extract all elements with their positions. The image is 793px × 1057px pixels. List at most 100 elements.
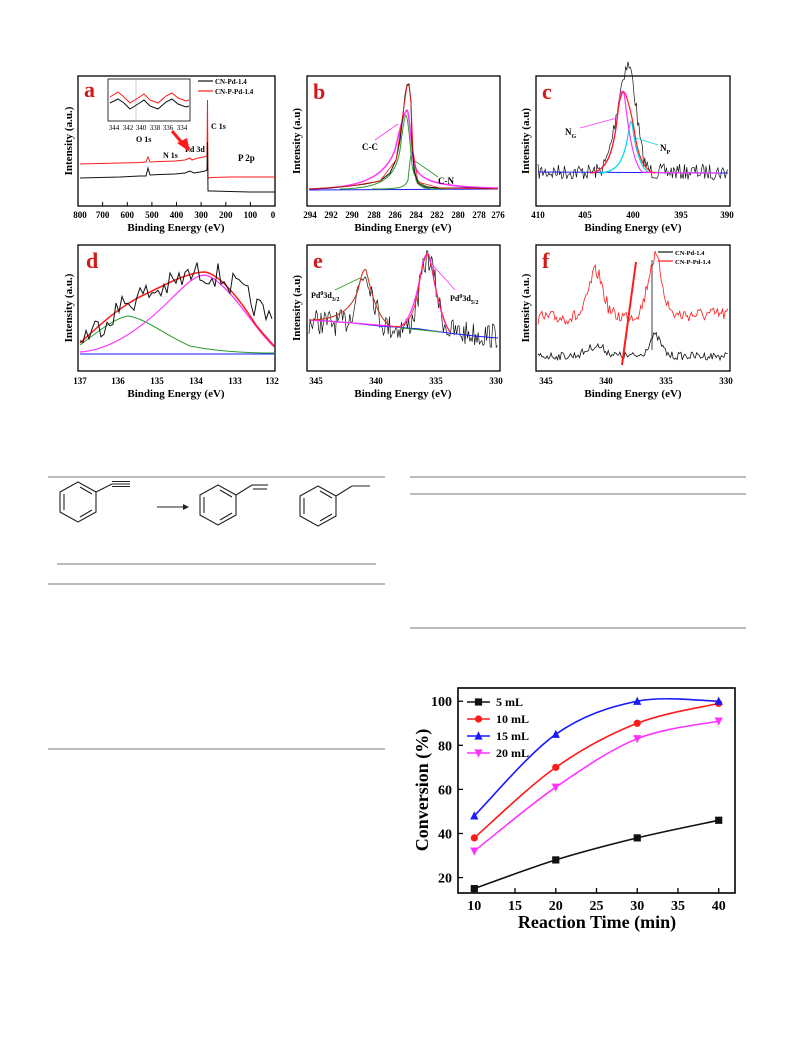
tick-label: 200 xyxy=(219,210,233,220)
series-line xyxy=(474,819,719,890)
reaction-table xyxy=(48,476,385,750)
measured-spectrum-b xyxy=(308,83,499,190)
x-tick-label: 15 xyxy=(508,899,522,914)
series-line xyxy=(473,720,719,852)
tick-label: 390 xyxy=(720,210,734,220)
envelope-red xyxy=(589,91,656,174)
annotation-cc: C-C xyxy=(362,142,378,152)
annotation-cn: C-N xyxy=(438,176,454,186)
tick-label: 410 xyxy=(531,210,545,220)
tick-label: 335 xyxy=(429,376,443,386)
annotation-pd3d52: Pd03d5/2 xyxy=(450,294,478,306)
y-axis-label: Intensity (a.u) xyxy=(520,108,532,174)
xps-panel-b: 294 292 290 288 286 284 282 280 278 276 … xyxy=(291,75,505,234)
x-tick-label: 20 xyxy=(549,899,563,914)
panel-b-frame xyxy=(306,75,501,207)
tick-label: 132 xyxy=(265,376,279,386)
x-axis-label: Reaction Time (min) xyxy=(518,912,676,933)
panel-e-frame xyxy=(306,244,501,372)
fit-red-b xyxy=(308,84,499,190)
panel-a-label: a xyxy=(84,77,95,102)
y-tick-label: 60 xyxy=(438,783,452,798)
data-point xyxy=(474,731,483,740)
data-point xyxy=(552,763,560,771)
tick-label: 290 xyxy=(345,210,359,220)
measured-spectrum-c xyxy=(537,61,728,181)
x-tick-label: 35 xyxy=(671,899,685,914)
legend-label: CN-P-Pd-1.4 xyxy=(215,88,254,96)
tick-label: 330 xyxy=(719,376,733,386)
data-point xyxy=(633,834,641,842)
inset-tick-label: 340 xyxy=(136,124,147,132)
leader-ng xyxy=(579,117,618,129)
envelope-red-e xyxy=(308,253,451,333)
xps-panel-e: 345 340 335 330 Binding Energy (eV) Inte… xyxy=(291,244,503,400)
inset-tick-label: 338 xyxy=(150,124,161,132)
annotation-pd3d: Pd 3d xyxy=(185,145,205,154)
peak-green-d xyxy=(79,315,275,354)
tick-label: 137 xyxy=(73,376,87,386)
tick-label: 300 xyxy=(194,210,208,220)
data-point xyxy=(552,856,560,864)
series-line xyxy=(473,697,719,817)
y-axis-label: Intensity (a.u.) xyxy=(63,106,75,175)
measured-spectrum-d xyxy=(79,262,273,344)
tick-label: 700 xyxy=(96,210,110,220)
panel-f-label: f xyxy=(542,248,550,273)
tick-label: 276 xyxy=(491,210,505,220)
spectrum-cn-p-pd-f xyxy=(537,250,729,326)
tick-label: 405 xyxy=(578,210,592,220)
data-point xyxy=(470,834,478,842)
annotation-p2p: P 2p xyxy=(238,153,255,163)
annotation-o1s: O 1s xyxy=(136,135,151,144)
series-markers xyxy=(470,696,723,893)
leader-np xyxy=(635,137,659,146)
legend-label: CN-Pd-1.4 xyxy=(675,250,705,257)
x-tick-label: 10 xyxy=(467,899,481,914)
y-tick-label: 40 xyxy=(438,827,452,842)
peak-cc-green xyxy=(339,114,451,190)
tick-label: 345 xyxy=(309,376,323,386)
leader-cn xyxy=(414,160,439,178)
legend-label: 5 mL xyxy=(496,695,523,709)
envelope-red-d xyxy=(79,271,275,347)
tick-label: 292 xyxy=(324,210,338,220)
data-point xyxy=(474,749,483,758)
data-point xyxy=(715,816,723,824)
x-axis-label: Binding Energy (eV) xyxy=(127,222,225,234)
molecule-ethylbenzene xyxy=(299,485,370,527)
tick-label: 136 xyxy=(111,376,125,386)
tick-label: 280 xyxy=(451,210,465,220)
inset-tick-label: 336 xyxy=(163,124,174,132)
spectrum-cn-p-pd xyxy=(79,99,275,179)
baseline-blue xyxy=(308,188,499,191)
data-point xyxy=(714,717,723,726)
tick-label: 395 xyxy=(674,210,688,220)
tick-label: 400 xyxy=(170,210,184,220)
data-point xyxy=(633,696,642,705)
x-axis-label: Binding Energy (eV) xyxy=(354,388,452,400)
inset-frame xyxy=(107,78,191,122)
x-tick-label: 30 xyxy=(630,899,644,914)
tick-label: 340 xyxy=(369,376,383,386)
data-point xyxy=(633,719,641,727)
annotation-n1s: N 1s xyxy=(163,151,178,160)
inset-spectrum-black xyxy=(109,98,190,110)
tick-label: 335 xyxy=(659,376,673,386)
legend: 5 mL 10 mL 15 mL 20 mL xyxy=(467,695,529,760)
annotation-np: NP xyxy=(660,143,671,156)
molecule-styrene xyxy=(199,484,268,526)
tick-label: 284 xyxy=(409,210,423,220)
data-point xyxy=(551,783,560,792)
series-line xyxy=(473,702,719,839)
x-tick-label: 25 xyxy=(590,899,604,914)
legend-label: CN-P-Pd-1.4 xyxy=(675,259,711,266)
x-tick-label: 40 xyxy=(712,899,726,914)
data-point xyxy=(470,884,478,893)
data-point xyxy=(474,715,483,723)
tick-label: 288 xyxy=(367,210,381,220)
panel-e-label: e xyxy=(313,248,323,273)
x-axis-label: Binding Energy (eV) xyxy=(584,388,682,400)
panel-d-frame xyxy=(77,244,276,372)
annotation-c1s: C 1s xyxy=(211,122,226,131)
